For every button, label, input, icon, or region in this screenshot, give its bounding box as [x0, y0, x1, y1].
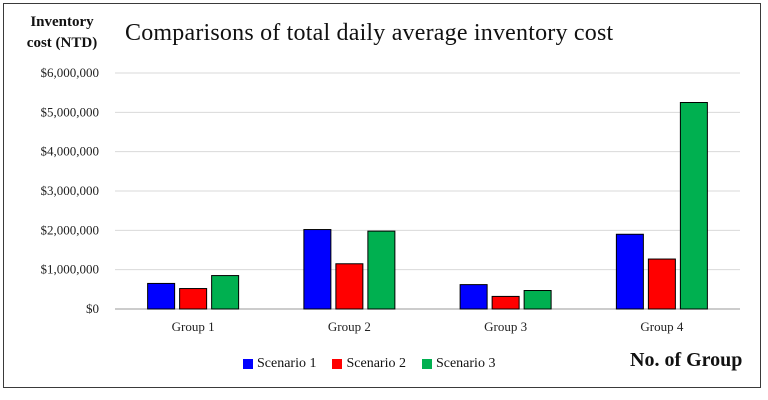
y-tick-label: $6,000,000 [41, 65, 100, 80]
legend-label-scenario-3: Scenario 3 [435, 356, 496, 371]
legend-item-scenario-1: Scenario 1 [243, 356, 316, 372]
y-tick-label: $2,000,000 [41, 222, 100, 237]
y-tick-label: $3,000,000 [41, 183, 100, 198]
y-tick-label: $1,000,000 [41, 262, 100, 277]
y-tick-label: $0 [86, 301, 99, 316]
bar-scenario-1-group-3 [459, 284, 488, 310]
x-tick-label: Group 3 [484, 319, 527, 334]
bar-scenario-3-group-4 [679, 102, 708, 310]
y-tick-label: $4,000,000 [41, 144, 100, 159]
legend-label-scenario-2: Scenario 2 [346, 356, 406, 371]
y-axis-title-line-1: Inventory [30, 14, 94, 30]
x-tick-label: Group 4 [640, 319, 683, 334]
chart-frame [3, 3, 761, 388]
legend-swatch-scenario-2 [332, 359, 343, 369]
x-tick-label: Group 2 [328, 319, 371, 334]
y-axis-title: Inventory cost (NTD) [12, 12, 112, 54]
bar-scenario-2-group-3 [491, 295, 520, 310]
legend-label-scenario-1: Scenario 1 [257, 356, 317, 371]
legend-item-scenario-2: Scenario 2 [332, 356, 406, 372]
bar-scenario-2-group-1 [179, 288, 208, 310]
bar-scenario-1-group-2 [303, 229, 332, 310]
bar-scenario-1-group-1 [147, 282, 176, 310]
legend-swatch-scenario-3 [421, 359, 432, 369]
bar-scenario-3-group-2 [367, 230, 396, 310]
legend-swatch-scenario-1 [243, 359, 253, 369]
bar-scenario-1-group-4 [615, 233, 644, 310]
y-tick-label: $5,000,000 [41, 104, 100, 119]
bar-scenario-2-group-2 [335, 263, 364, 310]
bar-scenario-2-group-4 [647, 258, 676, 310]
legend: Scenario 1 Scenario 2 Scenario 3 [243, 356, 511, 372]
x-axis-title: No. of Group [630, 349, 743, 371]
y-axis-title-line-2: cost (NTD) [26, 35, 98, 51]
bar-scenario-3-group-1 [211, 275, 240, 310]
x-tick-label: Group 1 [172, 319, 215, 334]
legend-item-scenario-3: Scenario 3 [421, 356, 496, 372]
chart-title: Comparisons of total daily average inven… [125, 20, 614, 46]
bar-scenario-3-group-3 [523, 290, 552, 310]
